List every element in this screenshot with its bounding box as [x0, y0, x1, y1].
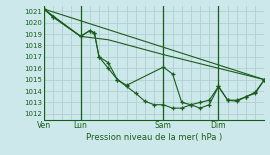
- X-axis label: Pression niveau de la mer( hPa ): Pression niveau de la mer( hPa ): [86, 133, 222, 142]
